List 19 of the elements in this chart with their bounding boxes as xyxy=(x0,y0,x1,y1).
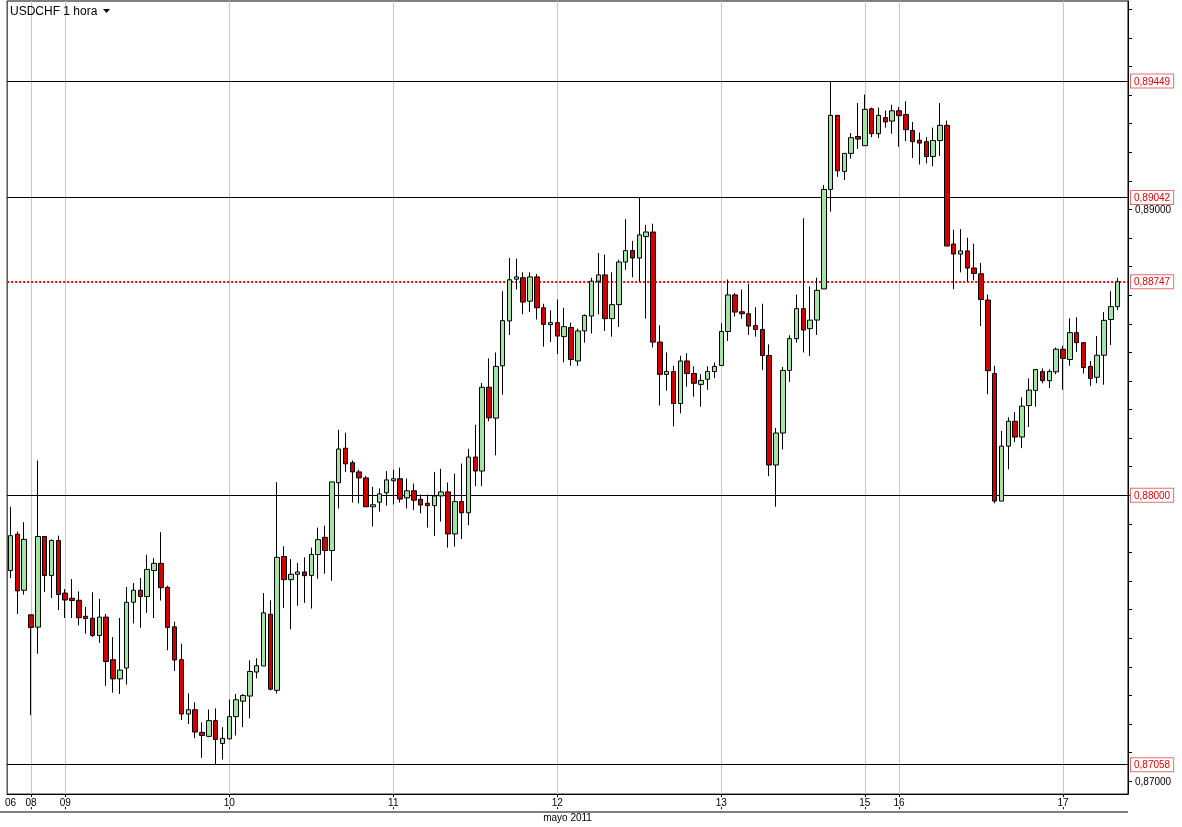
ref-line-label: 0,87058 xyxy=(1134,759,1171,771)
chart-title: USDCHF 1 hora xyxy=(10,4,98,18)
ref-line-label: 0,89449 xyxy=(1134,75,1171,87)
x-tick-label: 11 xyxy=(388,796,399,808)
ref-line-label: 0,88000 xyxy=(1134,489,1171,501)
y-tick-label: 0,87000 xyxy=(1135,775,1172,787)
ref-line-label: 0,89042 xyxy=(1134,191,1171,203)
x-tick-label: 17 xyxy=(1057,796,1070,808)
x-tick-label: 10 xyxy=(223,796,236,808)
x-tick-label: 09 xyxy=(59,796,72,808)
x-tick-label: 12 xyxy=(551,796,564,808)
y-tick-label: 0,89000 xyxy=(1135,203,1172,215)
x-tick-label: 13 xyxy=(715,796,728,808)
ref-line-label: 0,88747 xyxy=(1134,276,1171,288)
x-tick-label: 16 xyxy=(893,796,906,808)
x-tick-label: 06 xyxy=(4,796,17,808)
x-tick-label: 08 xyxy=(25,796,38,808)
x-tick-label: 15 xyxy=(859,796,871,808)
x-axis-title: mayo 2011 xyxy=(543,811,593,823)
